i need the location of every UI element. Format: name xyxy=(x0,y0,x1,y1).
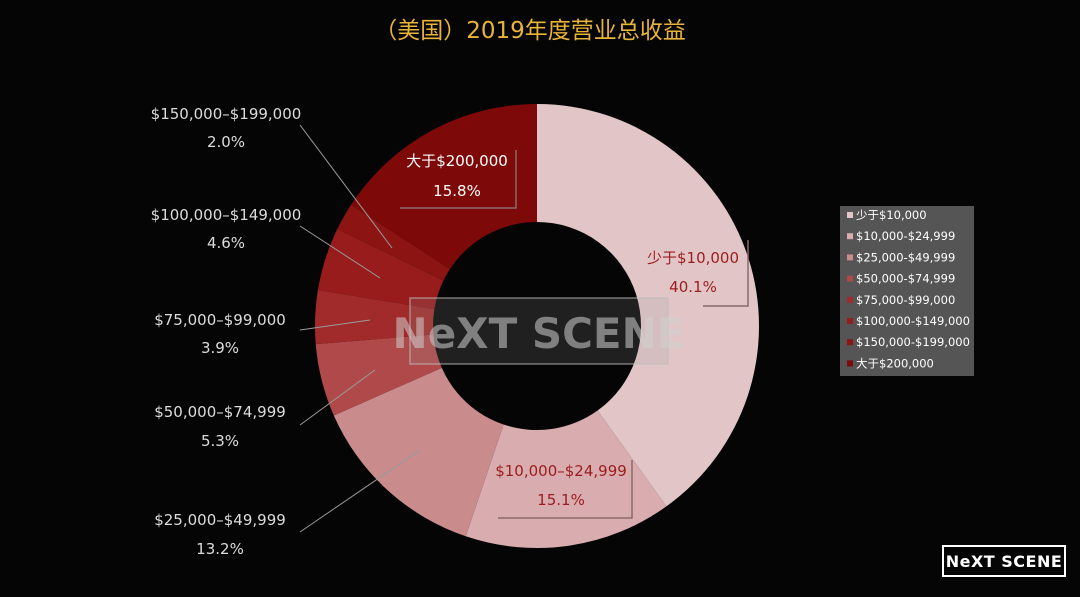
watermark-text: NeXT SCENE xyxy=(393,309,686,358)
legend-item: $75,000-$99,000 xyxy=(856,293,955,307)
leader-line-6 xyxy=(299,225,381,279)
data-label-name: $50,000–$74,999 xyxy=(154,403,286,421)
data-label-name: 大于$200,000 xyxy=(406,152,508,170)
data-label-value: 15.1% xyxy=(537,491,585,509)
legend-swatch xyxy=(847,318,853,324)
slice-1 xyxy=(537,104,759,507)
data-label-value: 40.1% xyxy=(669,278,717,296)
legend-item: $10,000-$24,999 xyxy=(856,229,955,243)
brand-badge: NeXT SCENE xyxy=(942,545,1066,577)
slice-8 xyxy=(351,104,537,270)
legend-item: 少于$10,000 xyxy=(856,208,927,222)
slice-6 xyxy=(317,228,444,310)
slice-3 xyxy=(333,367,504,537)
label-box-1 xyxy=(703,240,749,307)
data-label-name: $150,000–$199,000 xyxy=(151,105,302,123)
leader-line-3 xyxy=(299,449,421,533)
legend-swatch xyxy=(847,339,853,346)
data-label-value: 3.9% xyxy=(201,339,239,357)
slice-7 xyxy=(337,204,450,281)
watermark: NeXT SCENE xyxy=(393,297,686,365)
legend-swatch xyxy=(847,275,853,282)
legend-item: $50,000-$74,999 xyxy=(856,272,955,286)
legend-item: $150,000-$199,000 xyxy=(856,335,970,349)
data-label-value: 13.2% xyxy=(196,540,244,558)
slice-5 xyxy=(315,289,435,345)
legend-item: $25,000-$49,999 xyxy=(856,250,955,264)
label-box-2 xyxy=(498,460,633,519)
data-label-value: 2.0% xyxy=(207,133,245,151)
label-box-8 xyxy=(400,150,517,209)
leader-line-4 xyxy=(299,369,376,426)
slice-group xyxy=(315,104,759,548)
legend-swatch xyxy=(847,254,853,261)
chart-title: （美国）2019年度营业总收益 xyxy=(374,18,686,44)
legend-box xyxy=(840,206,974,376)
data-label-name: 少于$10,000 xyxy=(647,249,739,267)
leader-group xyxy=(299,124,749,533)
label-group: 少于$10,000 40.1% $10,000–$24,999 15.1% 大于$200… xyxy=(151,105,739,558)
slice-2 xyxy=(465,410,667,548)
data-label-name: $25,000–$49,999 xyxy=(154,511,286,529)
data-label-value: 4.6% xyxy=(207,234,245,252)
slice-4 xyxy=(315,334,442,416)
leader-line-5 xyxy=(299,319,371,331)
leader-line-7 xyxy=(299,124,393,249)
data-label-name: $10,000–$24,999 xyxy=(495,462,627,480)
legend-swatch xyxy=(847,233,853,240)
data-label-name: $100,000–$149,000 xyxy=(151,206,302,224)
legend: 少于$10,000 $10,000-$24,999 $25,000-$49,999 $… xyxy=(840,206,974,376)
legend-swatch xyxy=(847,360,853,367)
legend-swatch xyxy=(847,212,853,218)
watermark-box xyxy=(409,297,669,365)
legend-item: 大于$200,000 xyxy=(856,356,934,370)
data-label-name: $75,000–$99,000 xyxy=(154,311,286,329)
data-label-value: 5.3% xyxy=(201,432,239,450)
legend-item: $100,000-$149,000 xyxy=(856,314,970,328)
legend-swatch xyxy=(847,296,853,303)
data-label-value: 15.8% xyxy=(433,182,481,200)
